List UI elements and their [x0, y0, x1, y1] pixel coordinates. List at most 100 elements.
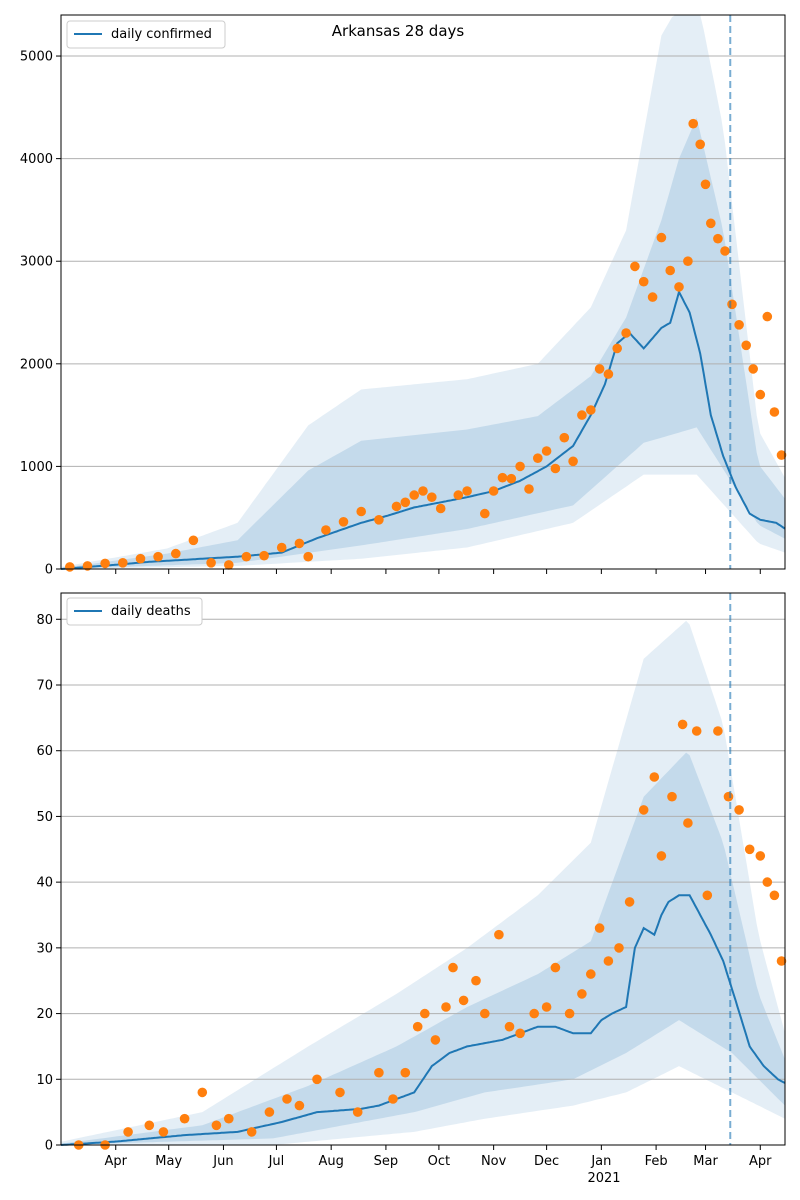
deaths-y-tick-label: 0 — [45, 1139, 53, 1154]
deaths-y-tick-label: 70 — [36, 679, 53, 694]
x-axis-year-label: 2021 — [587, 1171, 620, 1186]
deaths-data-point — [441, 1002, 451, 1012]
confirmed-panel: 0 1000 2000 3000 4000 5000 Arkansas 28 days d… — [20, 14, 787, 578]
deaths-y-tick-label: 30 — [36, 941, 53, 956]
deaths-legend-label: daily deaths — [111, 604, 191, 619]
deaths-data-point — [374, 1067, 384, 1078]
confirmed-data-point — [241, 551, 252, 562]
x-tick-label: Oct — [428, 1154, 450, 1169]
confirmed-grid — [61, 55, 785, 467]
confirmed-data-point — [65, 562, 75, 572]
confirmed-band-inner — [61, 117, 785, 569]
confirmed-data-point — [755, 389, 766, 400]
x-tick-label: Jul — [268, 1154, 285, 1169]
deaths-data-point — [400, 1067, 411, 1078]
confirmed-series-line — [60, 289, 786, 570]
deaths-data-point — [504, 1021, 515, 1032]
confirmed-data-point — [612, 343, 622, 354]
confirmed-data-point — [515, 461, 525, 472]
deaths-data-point — [734, 805, 744, 815]
deaths-data-point — [458, 995, 469, 1006]
confirmed-data-point — [153, 551, 163, 562]
confirmed-data-point — [188, 535, 199, 546]
deaths-data-point — [388, 1094, 398, 1104]
confirmed-data-point — [630, 261, 640, 272]
confirmed-frame — [60, 14, 786, 570]
confirmed-data-point — [683, 256, 693, 267]
deaths-data-point — [211, 1120, 222, 1131]
deaths-data-point — [649, 772, 660, 782]
confirmed-data-point — [741, 340, 751, 351]
confirmed-data-point — [224, 560, 234, 570]
deaths-legend-box — [66, 597, 203, 626]
confirmed-y-tick-label: 1000 — [20, 460, 53, 475]
confirmed-data-point — [762, 311, 773, 322]
deaths-data-point — [494, 929, 504, 940]
confirmed-data-point — [776, 450, 787, 460]
x-tick-label: Nov — [481, 1154, 507, 1169]
confirmed-data-point — [647, 292, 658, 302]
deaths-data-point — [624, 897, 635, 907]
deaths-data-point — [430, 1035, 441, 1045]
deaths-data-point — [197, 1087, 208, 1098]
confirmed-data-point — [135, 553, 146, 564]
confirmed-y-tick-label: 2000 — [20, 357, 53, 372]
confirmed-data-point — [568, 456, 578, 467]
deaths-data-point — [312, 1074, 322, 1085]
deaths-data-point — [638, 805, 649, 815]
confirmed-data-point — [100, 558, 110, 569]
deaths-data-point — [529, 1008, 539, 1019]
confirmed-x-ticks — [115, 569, 761, 574]
x-tick-label: Dec — [534, 1154, 559, 1169]
confirmed-y-tick-label: 3000 — [20, 255, 53, 270]
confirmed-data-point — [118, 558, 128, 568]
deaths-panel: 0 10 20 30 40 50 60 70 80 Apr May Jun Jul Aug Sep Oct N… — [36, 592, 787, 1186]
deaths-data-point — [541, 1002, 552, 1012]
deaths-data-point — [594, 923, 605, 933]
confirmed-data-point — [82, 561, 93, 571]
deaths-data-point — [723, 791, 734, 802]
confirmed-data-point — [259, 550, 269, 561]
deaths-y-tick-label: 40 — [36, 876, 53, 891]
confirmed-data-point — [497, 472, 508, 483]
deaths-data-point — [352, 1107, 363, 1117]
deaths-data-point — [586, 969, 596, 979]
deaths-data-point — [550, 962, 561, 973]
deaths-data-point — [769, 890, 780, 901]
deaths-y-tick-label: 50 — [36, 810, 53, 825]
deaths-data-point — [683, 818, 693, 828]
confirmed-data-point — [713, 233, 723, 244]
confirmed-data-point — [427, 492, 437, 503]
deaths-series-line — [60, 894, 786, 1146]
deaths-data-point — [776, 956, 787, 966]
confirmed-y-tick-label: 5000 — [20, 50, 53, 65]
confirmed-data-point — [276, 542, 287, 553]
deaths-data-point — [412, 1021, 423, 1032]
confirmed-line-layer — [60, 289, 786, 570]
deaths-y-ticks: 0 10 20 30 40 50 60 70 80 — [36, 613, 61, 1154]
confirmed-y-tick-label: 0 — [45, 563, 53, 578]
deaths-data-point — [762, 877, 773, 887]
confirmed-data-point — [706, 218, 716, 229]
confirmed-data-point — [688, 118, 698, 129]
confirmed-data-point — [506, 473, 517, 484]
confirmed-data-point — [171, 548, 181, 559]
x-tick-label: Sep — [374, 1154, 399, 1169]
confirmed-data-point — [656, 232, 667, 243]
confirmed-data-point — [338, 517, 349, 527]
confirmed-data-point — [603, 369, 614, 379]
confirmed-band-outer — [61, 15, 785, 569]
deaths-data-point — [702, 890, 713, 901]
deaths-data-point — [744, 844, 755, 855]
confirmed-data-point — [356, 506, 367, 517]
confirmed-data-point — [533, 453, 543, 464]
deaths-data-point — [667, 791, 677, 802]
confirmed-data-point — [541, 446, 552, 456]
confirmed-y-tick-label: 4000 — [20, 152, 53, 167]
deaths-data-point — [677, 719, 688, 730]
deaths-y-tick-label: 80 — [36, 613, 53, 628]
confirmed-data-point — [559, 432, 570, 443]
confirmed-data-point — [462, 486, 472, 496]
deaths-data-point — [614, 943, 624, 953]
